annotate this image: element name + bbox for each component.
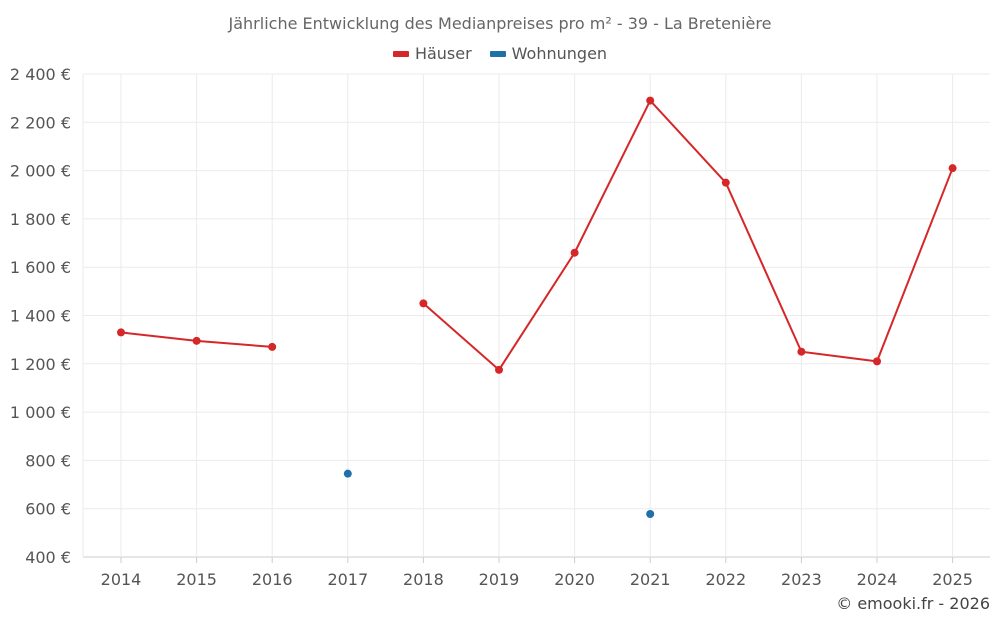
y-tick-label: 2 200 € bbox=[10, 113, 71, 132]
data-point-huser[interactable] bbox=[797, 347, 806, 356]
data-point-huser[interactable] bbox=[873, 357, 881, 366]
x-tick-label: 2025 bbox=[932, 570, 973, 589]
series-line-huser bbox=[422, 98, 954, 372]
y-tick-label: 1 800 € bbox=[10, 210, 71, 229]
legend-label-wohnungen: Wohnungen bbox=[511, 44, 608, 63]
y-tick-label: 1 400 € bbox=[10, 307, 71, 326]
x-tick-label: 2018 bbox=[403, 570, 444, 589]
data-point-huser[interactable] bbox=[495, 365, 503, 374]
data-point-wohnungen[interactable] bbox=[646, 510, 655, 519]
y-tick-label: 400 € bbox=[25, 548, 71, 567]
x-tick-label: 2024 bbox=[857, 570, 898, 589]
legend-swatch-haeuser bbox=[392, 50, 409, 57]
data-point-huser[interactable] bbox=[721, 178, 730, 187]
x-tick-label: 2020 bbox=[554, 570, 595, 589]
x-tick-label: 2014 bbox=[101, 570, 142, 589]
y-tick-label: 800 € bbox=[25, 451, 71, 470]
data-point-huser[interactable] bbox=[646, 96, 655, 105]
data-point-huser[interactable] bbox=[570, 248, 579, 257]
x-tick-label: 2023 bbox=[781, 570, 822, 589]
y-tick-label: 600 € bbox=[25, 500, 71, 519]
legend-item-haeuser[interactable]: Häuser bbox=[392, 44, 472, 63]
legend: Häuser Wohnungen bbox=[0, 44, 1000, 63]
y-tick-label: 1 000 € bbox=[10, 403, 71, 422]
data-point-huser[interactable] bbox=[117, 328, 125, 337]
legend-swatch-wohnungen bbox=[489, 50, 506, 57]
x-tick-label: 2022 bbox=[705, 570, 746, 589]
x-tick-label: 2017 bbox=[327, 570, 368, 589]
chart-title: Jährliche Entwicklung des Medianpreises … bbox=[228, 14, 772, 33]
y-tick-label: 2 400 € bbox=[10, 65, 71, 84]
y-tick-label: 2 000 € bbox=[10, 162, 71, 181]
data-point-huser[interactable] bbox=[268, 342, 277, 351]
credit: © emooki.fr - 2026 bbox=[836, 594, 990, 613]
data-point-wohnungen[interactable] bbox=[343, 469, 352, 478]
data-point-huser[interactable] bbox=[192, 336, 201, 345]
x-tick-label: 2016 bbox=[252, 570, 293, 589]
x-tick-label: 2021 bbox=[630, 570, 671, 589]
y-tick-label: 1 600 € bbox=[10, 258, 71, 277]
data-point-huser[interactable] bbox=[419, 299, 428, 308]
data-point-huser[interactable] bbox=[948, 164, 957, 173]
x-tick-label: 2015 bbox=[176, 570, 217, 589]
legend-label-haeuser: Häuser bbox=[414, 44, 472, 63]
legend-item-wohnungen[interactable]: Wohnungen bbox=[489, 44, 608, 63]
x-tick-label: 2019 bbox=[479, 570, 520, 589]
y-tick-label: 1 200 € bbox=[10, 355, 71, 374]
